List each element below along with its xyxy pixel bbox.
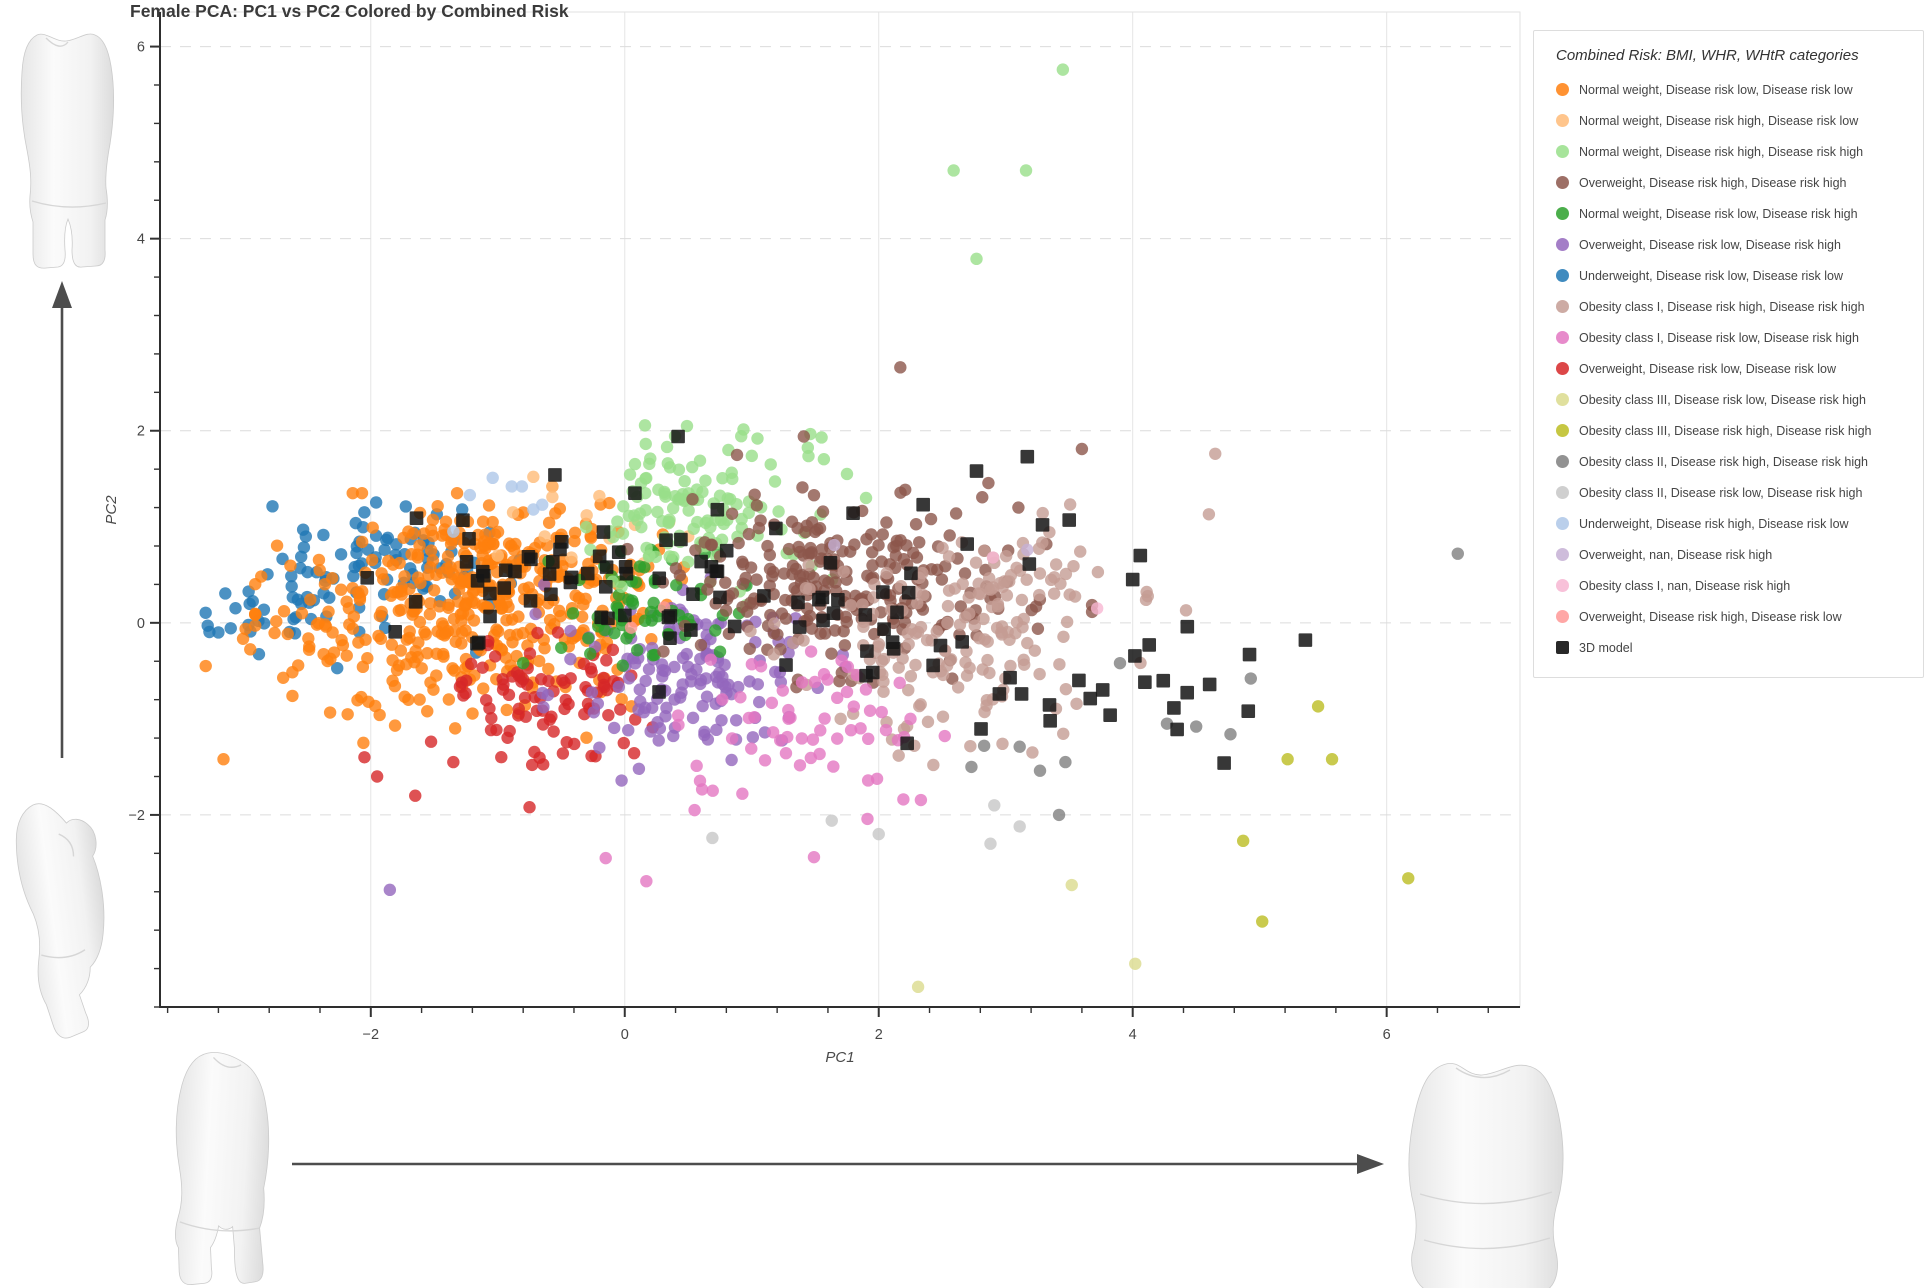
- legend-item-label: Obesity class I, Disease risk high, Dise…: [1579, 299, 1865, 314]
- legend-item-label: Overweight, nan, Disease risk high: [1579, 547, 1773, 562]
- series-ob3_high_high: [1236, 700, 1415, 928]
- x-axis-title: PC1: [825, 1049, 854, 1066]
- legend-item-label: Obesity class III, Disease risk low, Dis…: [1579, 392, 1866, 407]
- torso-model-pc1-high: [1408, 1062, 1564, 1288]
- x-tick-label: 4: [1129, 1027, 1137, 1043]
- legend-marker-over_low_high-icon: [1556, 238, 1569, 251]
- legend-item-label: Overweight, Disease risk low, Disease ri…: [1579, 237, 1841, 252]
- legend-item-label: Overweight, Disease risk high, Disease r…: [1579, 175, 1847, 190]
- series-ob3_low_high: [911, 878, 1142, 994]
- legend-marker-under_low_low-icon: [1556, 269, 1569, 282]
- legend-marker-ob1_high_high-icon: [1556, 300, 1569, 313]
- legend-item-label: Normal weight, Disease risk low, Disease…: [1579, 82, 1853, 97]
- series-ob1_nan_high: [986, 551, 1104, 615]
- legend-item: Obesity class I, nan, Disease risk high: [1534, 570, 1923, 601]
- legend-item: Obesity class II, Disease risk high, Dis…: [1534, 446, 1923, 477]
- legend-item-label: Obesity class III, Disease risk high, Di…: [1579, 423, 1872, 438]
- pc1-direction-arrow-icon: [292, 1154, 1384, 1174]
- legend: Combined Risk: BMI, WHR, WHtR categories…: [1533, 30, 1924, 678]
- series-ob2_low_high: [706, 799, 1026, 850]
- series-model3d: [360, 429, 1313, 770]
- pc2-direction-arrow-icon: [52, 281, 72, 758]
- series-ob2_high_high: [965, 547, 1464, 822]
- series-under_high_low: [447, 471, 549, 538]
- x-tick-label: 2: [875, 1027, 883, 1043]
- legend-marker-normal_high_low-icon: [1556, 114, 1569, 127]
- legend-item: Underweight, Disease risk low, Disease r…: [1534, 260, 1923, 291]
- y-axis-title: PC2: [103, 495, 120, 525]
- legend-item: Normal weight, Disease risk high, Diseas…: [1534, 105, 1923, 136]
- legend-marker-under_high_low-icon: [1556, 517, 1569, 530]
- legend-marker-ob3_low_high-icon: [1556, 393, 1569, 406]
- legend-marker-ob1_low_high-icon: [1556, 331, 1569, 344]
- legend-item: Normal weight, Disease risk high, Diseas…: [1534, 136, 1923, 167]
- legend-marker-normal_high_high-icon: [1556, 145, 1569, 158]
- scatter-points: [199, 63, 1464, 994]
- legend-item: 3D model: [1534, 632, 1923, 663]
- torso-model-pc2-high: [20, 33, 114, 269]
- legend-item: Obesity class I, Disease risk high, Dise…: [1534, 291, 1923, 322]
- legend-items: Normal weight, Disease risk low, Disease…: [1534, 74, 1923, 663]
- legend-item: Obesity class I, Disease risk low, Disea…: [1534, 322, 1923, 353]
- legend-item-label: 3D model: [1579, 640, 1633, 655]
- legend-marker-model3d-icon: [1556, 641, 1569, 654]
- gridlines: [160, 12, 1520, 1007]
- legend-item: Overweight, Disease risk low, Disease ri…: [1534, 353, 1923, 384]
- legend-marker-normal_low_high-icon: [1556, 207, 1569, 220]
- legend-item: Normal weight, Disease risk low, Disease…: [1534, 198, 1923, 229]
- torso-model-pc2-low: [15, 803, 105, 1039]
- x-tick-label: 6: [1383, 1027, 1391, 1043]
- y-tick-label: −2: [128, 808, 145, 824]
- series-normal_high_high: [580, 63, 1070, 612]
- chart-title: Female PCA: PC1 vs PC2 Colored by Combin…: [130, 1, 569, 21]
- series-over_low_low: [358, 626, 659, 814]
- legend-marker-over_high_high-icon: [1556, 176, 1569, 189]
- series-over_high_low: [624, 601, 671, 634]
- legend-item: Obesity class III, Disease risk low, Dis…: [1534, 384, 1923, 415]
- legend-item-label: Obesity class II, Disease risk low, Dise…: [1579, 485, 1863, 500]
- legend-item: Overweight, Disease risk high, Disease r…: [1534, 167, 1923, 198]
- y-tick-label: 2: [137, 424, 145, 440]
- x-tick-label: 0: [621, 1027, 629, 1043]
- legend-item: Underweight, Disease risk high, Disease …: [1534, 508, 1923, 539]
- axes: −2 0 2 4 6 6 4 2 0 −2: [128, 12, 1520, 1043]
- legend-marker-over_nan_high-icon: [1556, 548, 1569, 561]
- y-tick-label: 6: [137, 40, 145, 56]
- x-tick-label: −2: [363, 1027, 380, 1043]
- legend-item: Overweight, Disease risk high, Disease r…: [1534, 601, 1923, 632]
- legend-item-label: Overweight, Disease risk high, Disease r…: [1579, 609, 1842, 624]
- legend-marker-ob2_high_high-icon: [1556, 455, 1569, 468]
- y-tick-label: 4: [137, 232, 145, 248]
- legend-item-label: Underweight, Disease risk low, Disease r…: [1579, 268, 1843, 283]
- legend-marker-ob1_nan_high-icon: [1556, 579, 1569, 592]
- legend-item-label: Obesity class II, Disease risk high, Dis…: [1579, 454, 1868, 469]
- legend-item-label: Obesity class I, nan, Disease risk high: [1579, 578, 1791, 593]
- torso-model-pc1-low: [175, 1052, 270, 1285]
- legend-item: Normal weight, Disease risk low, Disease…: [1534, 74, 1923, 105]
- legend-item: Overweight, nan, Disease risk high: [1534, 539, 1923, 570]
- series-ob1_low_high: [599, 645, 951, 888]
- legend-item: Obesity class III, Disease risk high, Di…: [1534, 415, 1923, 446]
- legend-marker-ob2_low_high-icon: [1556, 486, 1569, 499]
- legend-title: Combined Risk: BMI, WHR, WHtR categories: [1556, 47, 1859, 64]
- legend-marker-over_low_low-icon: [1556, 362, 1569, 375]
- legend-item-label: Overweight, Disease risk low, Disease ri…: [1579, 361, 1837, 376]
- legend-item-label: Underweight, Disease risk high, Disease …: [1579, 516, 1849, 531]
- y-tick-label: 0: [137, 616, 145, 632]
- legend-item-label: Normal weight, Disease risk high, Diseas…: [1579, 144, 1864, 159]
- legend-item-label: Obesity class I, Disease risk low, Disea…: [1579, 330, 1859, 345]
- legend-marker-over_high_low-icon: [1556, 610, 1569, 623]
- legend-item: Overweight, Disease risk low, Disease ri…: [1534, 229, 1923, 260]
- legend-item-label: Normal weight, Disease risk low, Disease…: [1579, 206, 1858, 221]
- series-over_nan_high: [828, 538, 1034, 557]
- legend-item-label: Normal weight, Disease risk high, Diseas…: [1579, 113, 1859, 128]
- legend-marker-normal_low_low-icon: [1556, 83, 1569, 96]
- legend-marker-ob3_high_high-icon: [1556, 424, 1569, 437]
- legend-item: Obesity class II, Disease risk low, Dise…: [1534, 477, 1923, 508]
